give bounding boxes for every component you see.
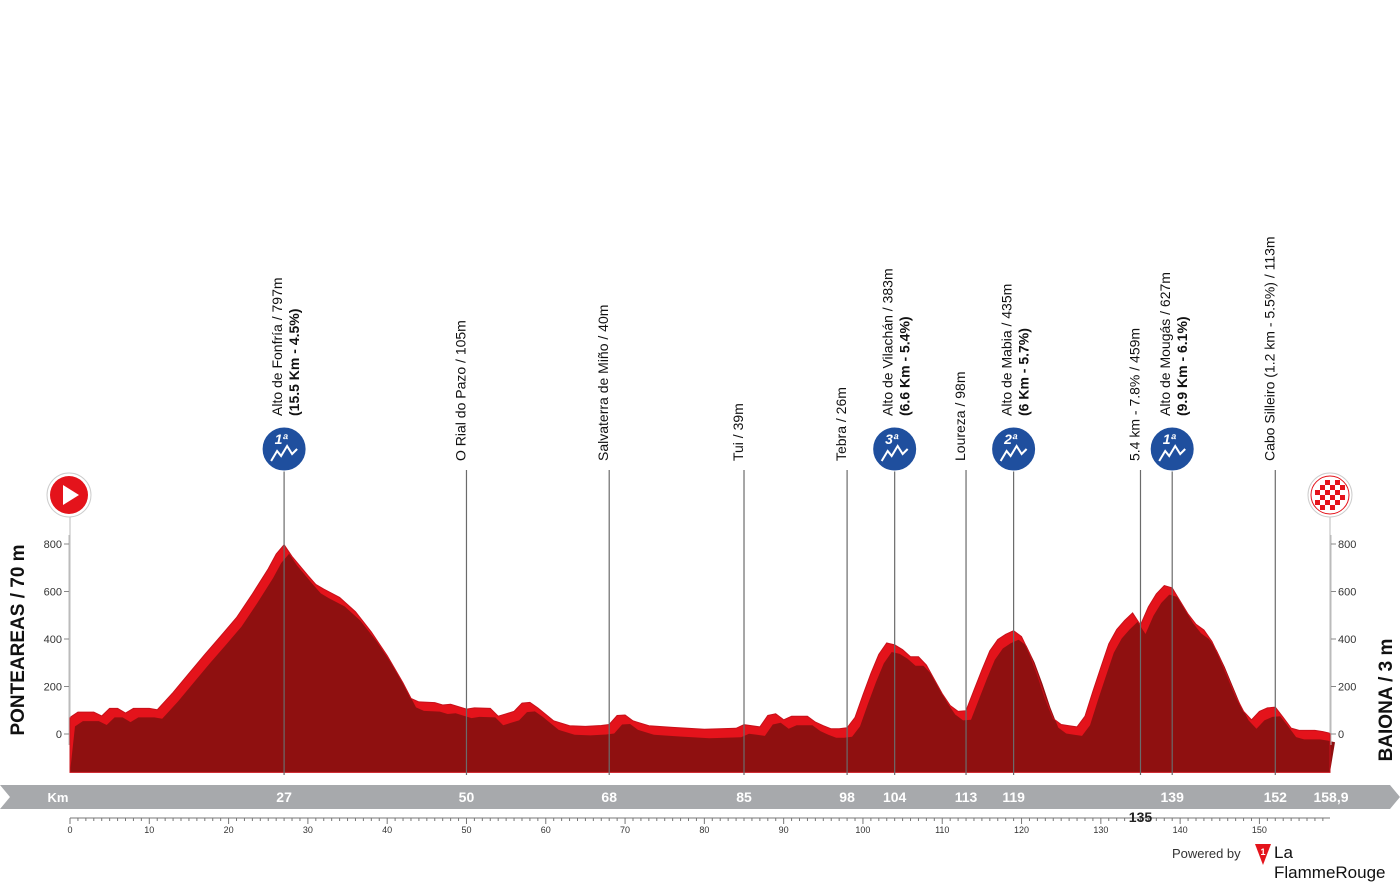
km-label: 152: [1264, 789, 1288, 805]
x-tick-label: 80: [699, 825, 709, 835]
svg-text:1: 1: [1260, 847, 1265, 857]
profile-area: [70, 553, 1335, 773]
y-tick-label-left: 0: [56, 729, 62, 741]
x-tick-label: 120: [1014, 825, 1029, 835]
km-label: 85: [736, 789, 752, 805]
x-tick-label: 150: [1252, 825, 1267, 835]
km-band: [0, 785, 1400, 809]
point-label: O Rial do Pazo / 105m: [452, 320, 468, 461]
km-label: 98: [839, 789, 855, 805]
point-label: Salvaterra de Miño / 40m: [595, 305, 611, 461]
point-label: 5.4 km - 7.8% / 459m: [1126, 328, 1142, 461]
y-tick-label-right: 200: [1338, 682, 1356, 694]
point-label: Cabo Silleiro (1.2 km - 5.5%) / 113m: [1261, 236, 1277, 461]
climb-category-text: 2ª: [1003, 431, 1018, 447]
x-tick-label: 60: [541, 825, 551, 835]
km-label: 119: [1002, 789, 1025, 805]
brand-text: La FlammeRouge: [1274, 843, 1386, 882]
climb-detail: (6 Km - 5.7%): [1016, 328, 1032, 416]
y-tick-label-left: 600: [44, 587, 62, 599]
x-tick-label: 10: [144, 825, 154, 835]
x-tick-label: 100: [855, 825, 870, 835]
climb-category-text: 1ª: [275, 431, 289, 447]
climb-category-icon: 3ª: [872, 426, 918, 472]
y-tick-label-left: 800: [44, 539, 62, 551]
point-label: Loureza / 98m: [952, 372, 968, 461]
y-tick-label-left: 400: [44, 634, 62, 646]
point-label: Tebra / 26m: [833, 387, 849, 461]
climb-label: Alto de Mougás / 627m: [1157, 272, 1173, 416]
start-label: PONTEAREAS / 70 m: [8, 544, 29, 735]
y-tick-label-right: 600: [1338, 587, 1356, 599]
km-label: 135: [1129, 809, 1153, 825]
km-label: 27: [276, 789, 292, 805]
powered-by-text: Powered by: [1172, 846, 1241, 861]
flamme-rouge-logo-icon: 1: [1255, 844, 1271, 865]
climb-detail: (15.5 Km - 4.5%): [286, 309, 302, 416]
x-tick-label: 30: [303, 825, 313, 835]
profile-outline: [69, 543, 1331, 773]
km-band-label: Km: [48, 790, 69, 805]
climb-label: Alto de Vilachán / 383m: [880, 268, 896, 416]
x-tick-label: 90: [779, 825, 789, 835]
x-tick-label: 40: [382, 825, 392, 835]
x-tick-label: 130: [1093, 825, 1108, 835]
climb-detail: (9.9 Km - 6.1%): [1174, 316, 1190, 416]
credit: Powered by 1 La FlammeRouge: [1172, 842, 1398, 882]
y-tick-label-right: 400: [1338, 634, 1356, 646]
y-tick-label-right: 800: [1338, 539, 1356, 551]
climb-category-text: 1ª: [1163, 431, 1177, 447]
finish-flag-icon: [1307, 472, 1353, 518]
km-label: 50: [459, 789, 475, 805]
x-tick-label: 20: [224, 825, 234, 835]
y-tick-label-right: 0: [1338, 729, 1344, 741]
x-tick-label: 0: [67, 825, 72, 835]
km-label: 104: [883, 789, 907, 805]
y-tick-label-left: 200: [44, 682, 62, 694]
km-label: 113: [955, 789, 978, 805]
climb-category-icon: 1ª: [1149, 426, 1195, 472]
finish-label: BAIONA / 3 m: [1376, 639, 1397, 762]
x-tick-label: 110: [935, 825, 949, 835]
x-tick-label: 50: [461, 825, 471, 835]
km-label: 139: [1161, 789, 1185, 805]
climb-label: Alto de Fonfría / 797m: [269, 277, 285, 416]
climb-detail: (6.6 Km - 5.4%): [897, 316, 913, 416]
start-icon: [46, 472, 92, 518]
climb-category-text: 3ª: [885, 431, 899, 447]
climb-category-icon: 2ª: [991, 426, 1037, 472]
point-label: Tui / 39m: [730, 403, 746, 461]
total-distance-label: 158,9: [1313, 789, 1348, 805]
x-tick-label: 140: [1173, 825, 1188, 835]
km-label: 68: [601, 789, 617, 805]
climb-label: Alto de Mabia / 435m: [999, 284, 1015, 416]
x-tick-label: 70: [620, 825, 630, 835]
climb-category-icon: 1ª: [261, 426, 307, 472]
